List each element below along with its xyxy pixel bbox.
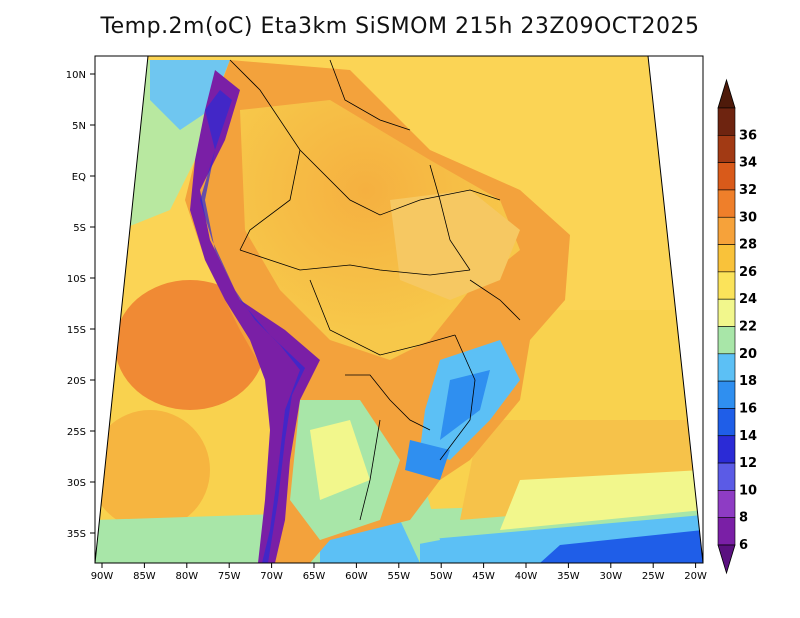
lat-tick-label: EQ bbox=[72, 172, 86, 183]
colorbar-label: 8 bbox=[739, 511, 748, 526]
country-borders bbox=[229, 59, 521, 521]
lon-tick-label: 35W bbox=[557, 571, 580, 582]
lon-tick-label: 50W bbox=[430, 571, 453, 582]
colorbar-label: 30 bbox=[739, 210, 757, 225]
lat-tick-label: 5S bbox=[73, 223, 86, 234]
colorbar-label: 14 bbox=[739, 429, 757, 444]
colorbar-label: 18 bbox=[739, 374, 757, 389]
lon-tick-label: 20W bbox=[684, 571, 707, 582]
colorbar-swatch bbox=[717, 298, 736, 327]
lon-tick-label: 80W bbox=[175, 571, 198, 582]
longitude-ticks: 90W 85W 80W 75W 70W 65W 60W 55W 50W 45W 40W 35W 30W 2… bbox=[91, 563, 707, 582]
colorbar-label: 28 bbox=[739, 238, 757, 253]
colorbar-swatch bbox=[717, 244, 736, 273]
lat-tick-label: 35S bbox=[67, 529, 86, 540]
lon-tick-label: 55W bbox=[387, 571, 410, 582]
colorbar-swatch bbox=[717, 107, 736, 136]
colorbar-label: 6 bbox=[739, 538, 748, 553]
colorbar-label: 22 bbox=[739, 320, 757, 335]
lat-tick-label: 5N bbox=[72, 121, 86, 132]
colorbar-label: 10 bbox=[739, 483, 757, 498]
lon-tick-label: 65W bbox=[303, 571, 326, 582]
colorbar-swatch bbox=[717, 490, 736, 518]
lat-tick-label: 15S bbox=[67, 325, 86, 336]
colorbar-label: 16 bbox=[739, 401, 757, 416]
colorbar-label: 24 bbox=[739, 292, 757, 307]
colorbar-swatch bbox=[717, 462, 736, 491]
colorbar-swatch bbox=[717, 216, 736, 245]
colorbar-label: 32 bbox=[739, 183, 757, 198]
lat-tick-label: 30S bbox=[67, 478, 86, 489]
lon-tick-label: 40W bbox=[515, 571, 538, 582]
lon-tick-label: 25W bbox=[642, 571, 665, 582]
colorbar-swatch bbox=[717, 135, 736, 163]
colorbar-swatch bbox=[717, 162, 736, 191]
lon-tick-label: 60W bbox=[345, 571, 368, 582]
colorbar-label: 34 bbox=[739, 156, 757, 171]
colorbar-swatch bbox=[717, 271, 736, 300]
colorbar-label: 20 bbox=[739, 347, 757, 362]
lon-tick-label: 30W bbox=[599, 571, 622, 582]
lat-tick-label: 10N bbox=[66, 70, 86, 81]
lon-tick-label: 75W bbox=[218, 571, 241, 582]
colorbar-under-triangle bbox=[717, 544, 736, 575]
colorbar-swatch bbox=[717, 380, 736, 409]
map-title: Temp.2m(oC) Eta3km SiSMOM 215h 23Z09OCT2… bbox=[100, 14, 700, 39]
colorbar-swatch bbox=[717, 353, 736, 382]
lon-tick-label: 85W bbox=[133, 571, 156, 582]
lat-tick-label: 20S bbox=[67, 376, 86, 387]
colorbar-swatch bbox=[717, 517, 736, 546]
colorbar-label: 26 bbox=[739, 265, 757, 280]
lat-tick-label: 10S bbox=[67, 274, 86, 285]
temperature-field bbox=[95, 56, 703, 563]
colorbar-label: 36 bbox=[739, 128, 757, 143]
colorbar-swatch bbox=[717, 408, 736, 437]
lon-tick-label: 90W bbox=[91, 571, 114, 582]
colorbar-over-triangle bbox=[717, 78, 736, 109]
lon-tick-label: 45W bbox=[472, 571, 495, 582]
latitude-ticks: 10N 5N EQ 5S 10S 15S 20S 25S 30S 35S bbox=[66, 70, 95, 540]
colorbar-swatch bbox=[717, 189, 736, 218]
lon-tick-label: 70W bbox=[260, 571, 283, 582]
colorbar: 6 8 10 12 14 16 18 20 22 24 26 28 30 32 34 36 bbox=[717, 78, 757, 575]
lat-tick-label: 25S bbox=[67, 427, 86, 438]
colorbar-label: 12 bbox=[739, 456, 757, 471]
colorbar-swatch bbox=[717, 326, 736, 355]
colorbar-swatch bbox=[717, 435, 736, 464]
